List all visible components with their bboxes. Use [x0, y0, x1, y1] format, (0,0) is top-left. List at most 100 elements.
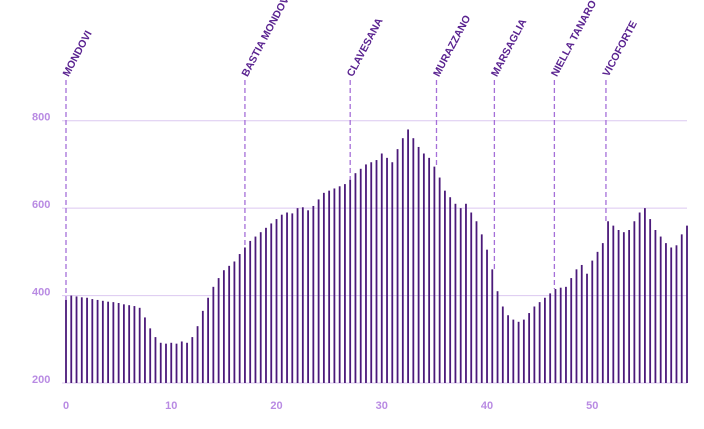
bar: [117, 303, 120, 383]
bar: [307, 210, 309, 383]
bar: [459, 208, 462, 383]
bar: [480, 234, 483, 383]
bar: [586, 273, 588, 383]
bar: [396, 149, 399, 383]
bar: [665, 243, 667, 383]
bar: [686, 225, 688, 383]
bar: [65, 299, 67, 383]
x-tick-label: 50: [586, 400, 598, 412]
bar: [212, 286, 215, 383]
bar: [317, 199, 320, 383]
bar: [391, 162, 394, 383]
bar: [670, 247, 673, 383]
bar: [265, 227, 267, 383]
bar: [496, 291, 499, 383]
bar: [612, 225, 615, 383]
bar: [596, 251, 599, 383]
bar: [128, 305, 131, 383]
bar: [617, 230, 620, 383]
bar: [249, 240, 252, 383]
bar: [654, 230, 657, 383]
bar: [354, 173, 357, 383]
bar: [138, 307, 141, 383]
bar: [107, 301, 110, 383]
bar: [96, 299, 99, 383]
bar: [201, 310, 204, 383]
bar: [628, 230, 631, 383]
bar: [370, 162, 373, 383]
bar: [75, 296, 78, 383]
bar: [465, 203, 467, 383]
y-tick-label: 200: [32, 374, 50, 386]
y-tick-label: 600: [32, 199, 50, 211]
bar: [638, 212, 641, 383]
bar: [407, 129, 409, 383]
bar: [486, 249, 488, 383]
bar: [149, 328, 152, 383]
bar: [112, 302, 115, 383]
bar: [154, 337, 157, 383]
bar: [217, 278, 220, 383]
bar: [275, 219, 278, 383]
bar: [254, 236, 257, 383]
bar: [649, 219, 652, 383]
bar: [175, 343, 178, 383]
waypoint-label: MONDOVI: [61, 29, 95, 79]
bar: [549, 293, 552, 383]
bar: [401, 138, 404, 383]
bar: [233, 261, 236, 383]
bar: [433, 166, 436, 383]
bar: [170, 342, 173, 383]
bar: [522, 319, 525, 383]
bar: [533, 306, 536, 383]
bar: [517, 321, 520, 383]
bar: [491, 269, 494, 383]
bar: [301, 207, 304, 383]
bar: [601, 243, 604, 383]
bar: [544, 297, 546, 383]
bar: [322, 192, 325, 383]
bar: [365, 164, 367, 383]
bar: [344, 184, 346, 383]
x-tick-label: 10: [165, 400, 177, 412]
waypoint-label: MARSAGLIA: [489, 17, 530, 79]
waypoint-label: NIELLA TANARO: [549, 0, 599, 79]
bar: [196, 326, 199, 383]
x-tick-label: 0: [63, 400, 69, 412]
bar: [207, 297, 209, 383]
bar: [622, 232, 625, 383]
bar: [122, 304, 125, 383]
bar: [359, 168, 362, 383]
bar: [417, 146, 420, 383]
bar: [475, 221, 478, 383]
bar: [338, 186, 341, 383]
bar: [507, 315, 509, 383]
bar: [444, 190, 446, 383]
bar: [565, 286, 567, 383]
bar: [349, 179, 352, 383]
bar: [575, 269, 578, 383]
bar: [633, 221, 636, 383]
bar: [559, 287, 562, 383]
bar: [86, 297, 88, 383]
x-tick-label: 20: [270, 400, 282, 412]
y-tick-label: 400: [32, 286, 50, 298]
bar: [412, 138, 415, 383]
bar: [165, 343, 167, 383]
bar: [538, 302, 541, 383]
bar: [643, 208, 646, 383]
bar: [680, 234, 683, 383]
bar: [91, 299, 94, 383]
waypoint-label: VICOFORTE: [600, 19, 639, 79]
bar: [238, 254, 241, 383]
bar: [580, 264, 583, 383]
bar: [333, 188, 336, 383]
bar: [270, 223, 273, 383]
bar: [228, 265, 231, 383]
bar: [454, 203, 457, 383]
bar: [375, 160, 378, 383]
bar: [438, 177, 441, 383]
bar: [380, 153, 383, 383]
bar: [554, 289, 557, 383]
